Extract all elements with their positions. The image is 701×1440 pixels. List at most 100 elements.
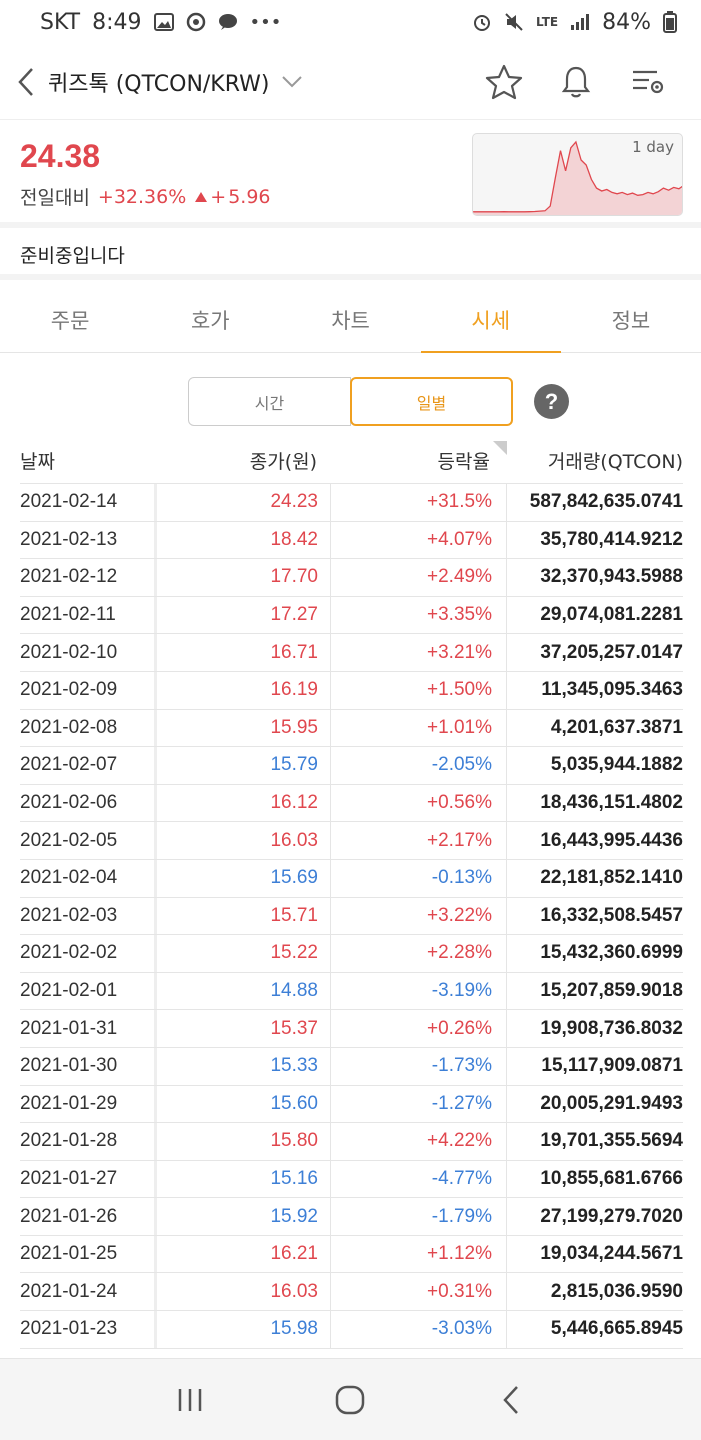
system-back-button[interactable] <box>481 1370 541 1430</box>
alarm-icon <box>474 15 491 31</box>
battery-icon <box>663 11 677 33</box>
alarm-button[interactable] <box>553 59 599 105</box>
period-segment: 시간 일별 <box>188 377 513 426</box>
row-date: 2021-01-28 <box>20 1123 157 1160</box>
tab-chart[interactable]: 차트 <box>331 308 370 333</box>
up-triangle-icon <box>195 191 208 202</box>
row-volume: 15,432,360.6999 <box>540 942 683 964</box>
row-date: 2021-02-09 <box>20 671 157 709</box>
chevron-left-icon <box>18 67 33 96</box>
row-close-price: 18.42 <box>157 521 331 559</box>
carrier-label: SKT <box>40 9 81 35</box>
row-change-rate: -2.05% <box>331 747 507 784</box>
row-close-price: 15.71 <box>157 897 331 935</box>
table-row: 2021-01-24 16.03 +0.31% 2,815,036.9590 <box>20 1273 683 1312</box>
settings-button[interactable] <box>625 59 671 105</box>
row-close-price: 16.03 <box>157 1273 331 1311</box>
page-title: 퀴즈톡 (QTCON/KRW) <box>48 71 270 97</box>
change-amount-value: 5.96 <box>228 185 271 208</box>
row-date: 2021-01-30 <box>20 1047 157 1085</box>
row-volume: 18,436,151.4802 <box>540 792 683 814</box>
notice-bar: 준비중입니다 <box>0 234 701 280</box>
status-right: LTE 84% <box>472 10 677 35</box>
row-date: 2021-02-01 <box>20 972 157 1010</box>
tab-order[interactable]: 주문 <box>50 308 90 333</box>
row-change-rate: -0.13% <box>331 859 507 897</box>
chat-icon <box>218 14 237 30</box>
tab-quotes[interactable]: 시세 <box>420 287 562 353</box>
change-amount: +5.96 <box>194 185 271 208</box>
price-panel: 24.38 전일대비 +32.36% +5.96 1 day <box>0 120 701 228</box>
table-row: 2021-02-03 15.71 +3.22% 16,332,508.5457 <box>20 897 683 936</box>
row-close-price: 17.27 <box>157 596 331 634</box>
table-row: 2021-01-26 15.92 -1.79% 27,199,279.7020 <box>20 1198 683 1236</box>
row-date: 2021-02-13 <box>20 521 157 559</box>
row-date: 2021-02-05 <box>20 822 157 859</box>
row-change-rate: +0.31% <box>331 1273 507 1311</box>
row-change-rate: +3.35% <box>331 596 507 634</box>
row-close-price: 15.33 <box>157 1047 331 1085</box>
header-actions <box>481 59 671 105</box>
row-date: 2021-01-29 <box>20 1085 157 1123</box>
back-button[interactable] <box>6 67 46 97</box>
table-row: 2021-02-02 15.22 +2.28% 15,432,360.6999 <box>20 935 683 973</box>
row-date: 2021-01-31 <box>20 1010 157 1047</box>
table-row: 2021-02-13 18.42 +4.07% 35,780,414.9212 <box>20 521 683 560</box>
star-icon <box>485 64 523 99</box>
home-icon <box>336 1385 365 1414</box>
daily-price-table: 2021-02-14 24.23 +31.5% 587,842,635.0741 202… <box>20 483 683 1349</box>
column-header-volume: 거래량(QTCON) <box>547 450 683 473</box>
row-close-price: 15.80 <box>157 1123 331 1160</box>
table-header: 날짜 종가(원) 등락율 거래량(QTCON) <box>20 440 683 480</box>
market-selector[interactable]: 퀴즈톡 (QTCON/KRW) <box>48 66 303 98</box>
network-type: LTE <box>536 15 559 29</box>
table-row: 2021-01-31 15.37 +0.26% 19,908,736.8032 <box>20 1010 683 1048</box>
home-button[interactable] <box>320 1370 380 1430</box>
row-change-rate: +4.07% <box>331 521 507 559</box>
mini-chart[interactable]: 1 day <box>472 133 683 216</box>
row-date: 2021-02-07 <box>20 747 157 784</box>
mute-icon <box>505 13 523 31</box>
change-label: 전일대비 <box>20 187 90 209</box>
row-volume: 20,005,291.9493 <box>540 1092 683 1114</box>
favorite-button[interactable] <box>481 59 527 105</box>
help-button[interactable]: ? <box>534 384 569 419</box>
row-close-price: 16.12 <box>157 784 331 822</box>
row-change-rate: +2.17% <box>331 822 507 859</box>
table-row: 2021-02-14 24.23 +31.5% 587,842,635.0741 <box>20 484 683 522</box>
chevron-down-icon <box>282 75 303 87</box>
row-date: 2021-02-14 <box>20 484 157 521</box>
row-change-rate: +3.22% <box>331 897 507 935</box>
row-close-price: 15.92 <box>157 1198 331 1235</box>
tab-orderbook[interactable]: 호가 <box>190 308 230 333</box>
row-volume: 15,207,859.9018 <box>540 980 683 1002</box>
row-volume: 19,701,355.5694 <box>540 1130 683 1152</box>
segment-time-button[interactable]: 시간 <box>188 377 351 426</box>
row-date: 2021-02-06 <box>20 784 157 822</box>
chrome-icon <box>186 12 205 32</box>
row-change-rate: -3.03% <box>331 1311 507 1348</box>
row-change-rate: +1.50% <box>331 671 507 709</box>
table-row: 2021-02-05 16.03 +2.17% 16,443,995.4436 <box>20 822 683 860</box>
row-close-price: 16.19 <box>157 671 331 709</box>
row-date: 2021-01-27 <box>20 1160 157 1198</box>
row-close-price: 15.95 <box>157 709 331 747</box>
row-volume: 5,035,944.1882 <box>550 754 683 776</box>
row-change-rate: -1.73% <box>331 1047 507 1085</box>
row-volume: 2,815,036.9590 <box>550 1280 683 1302</box>
row-volume: 10,855,681.6766 <box>540 1167 683 1189</box>
tab-info[interactable]: 정보 <box>611 308 651 333</box>
row-close-price: 16.21 <box>157 1235 331 1273</box>
column-header-rate[interactable]: 등락율 <box>317 440 507 474</box>
row-date: 2021-01-24 <box>20 1273 157 1311</box>
mini-chart-plot <box>473 140 682 215</box>
segment-daily-button[interactable]: 일별 <box>350 377 513 426</box>
row-volume: 29,074,081.2281 <box>540 604 683 626</box>
recent-apps-button[interactable] <box>160 1370 220 1430</box>
row-close-price: 15.16 <box>157 1160 331 1198</box>
row-volume: 587,842,635.0741 <box>529 491 683 513</box>
row-volume: 22,181,852.1410 <box>540 867 683 889</box>
row-volume: 35,780,414.9212 <box>540 528 683 550</box>
table-row: 2021-02-09 16.19 +1.50% 11,345,095.3463 <box>20 671 683 710</box>
row-change-rate: +0.26% <box>331 1010 507 1047</box>
